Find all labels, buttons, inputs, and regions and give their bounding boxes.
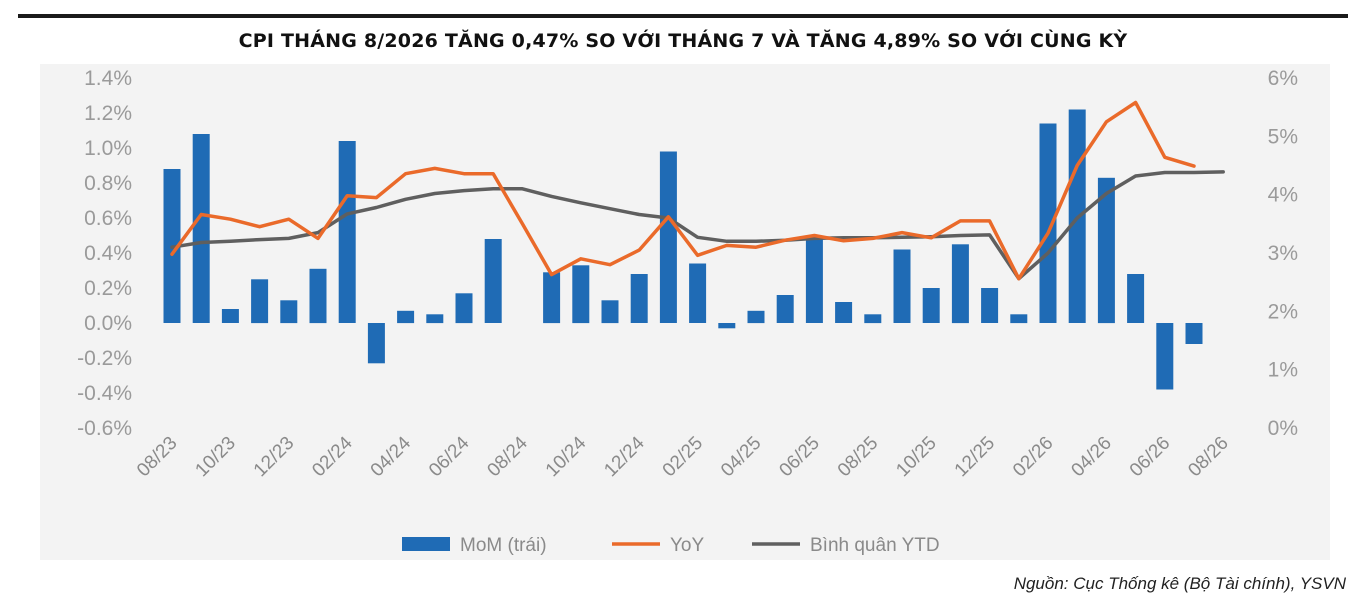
legend-swatch-mom bbox=[402, 537, 450, 551]
y-right-tick-label: 4% bbox=[1268, 184, 1298, 207]
x-tick-label: 02/25 bbox=[659, 433, 707, 481]
legend-label-yoy: YoY bbox=[670, 535, 704, 556]
mom-bar bbox=[572, 265, 590, 324]
mom-bar bbox=[484, 239, 502, 323]
y-right-tick-label: 2% bbox=[1268, 300, 1298, 323]
mom-bar bbox=[630, 274, 648, 323]
mom-bar bbox=[397, 310, 415, 324]
mom-bar bbox=[221, 309, 239, 323]
mom-bar bbox=[835, 302, 853, 323]
y-right-tick-label: 5% bbox=[1268, 125, 1298, 148]
mom-bar bbox=[805, 239, 823, 323]
x-tick-label: 04/25 bbox=[717, 433, 765, 481]
y-left-tick-label: -0.2% bbox=[77, 347, 132, 370]
mom-bar bbox=[1039, 123, 1057, 323]
mom-bar bbox=[1127, 274, 1145, 323]
mom-bar bbox=[981, 288, 999, 323]
y-right-tick-label: 6% bbox=[1268, 67, 1298, 90]
mom-bar bbox=[718, 323, 736, 329]
mom-bar bbox=[455, 293, 473, 324]
y-left-tick-label: 0.4% bbox=[84, 242, 132, 265]
mom-bar bbox=[1185, 323, 1203, 344]
chart-title: CPI THÁNG 8/2026 TĂNG 0,47% SO VỚI THÁNG… bbox=[238, 30, 1128, 52]
mom-bar bbox=[280, 300, 298, 324]
x-tick-label: 12/24 bbox=[600, 432, 649, 481]
legend-label-ytd: Bình quân YTD bbox=[810, 535, 940, 556]
mom-bar bbox=[1097, 177, 1115, 324]
mom-bar bbox=[922, 288, 940, 323]
y-left-tick-label: 0.2% bbox=[84, 277, 132, 300]
legend-label-mom: MoM (trái) bbox=[460, 535, 547, 556]
y-left-tick-label: -0.4% bbox=[77, 382, 132, 405]
mom-bar bbox=[747, 310, 765, 324]
y-right-tick-label: 1% bbox=[1268, 359, 1298, 382]
x-tick-label: 10/25 bbox=[892, 433, 940, 481]
mom-bar bbox=[192, 134, 210, 323]
y-left-tick-label: 0.8% bbox=[84, 172, 132, 195]
mom-bar bbox=[689, 263, 707, 323]
mom-bar bbox=[1156, 323, 1174, 390]
source-note: Nguồn: Cục Thống kê (Bộ Tài chính), YSVN bbox=[1013, 574, 1346, 593]
x-tick-label: 06/25 bbox=[775, 433, 823, 481]
mom-bar bbox=[543, 272, 561, 324]
x-tick-label: 04/26 bbox=[1067, 433, 1115, 481]
x-tick-label: 04/24 bbox=[367, 432, 416, 481]
y-left-tick-label: -0.6% bbox=[77, 417, 132, 440]
y-left-tick-label: 1.2% bbox=[84, 102, 132, 125]
x-tick-label: 12/25 bbox=[951, 433, 999, 481]
y-left-tick-label: 1.4% bbox=[84, 67, 132, 90]
mom-bar bbox=[338, 141, 356, 323]
y-left-tick-label: 0.6% bbox=[84, 207, 132, 230]
x-tick-label: 06/24 bbox=[425, 432, 474, 481]
mom-bar bbox=[893, 249, 911, 323]
ytd-line bbox=[170, 170, 1225, 281]
x-tick-label: 08/23 bbox=[133, 433, 181, 481]
mom-bar bbox=[309, 268, 327, 324]
mom-bar bbox=[601, 300, 619, 324]
x-tick-label: 02/24 bbox=[308, 432, 357, 481]
x-tick-label: 08/25 bbox=[834, 433, 882, 481]
yoy-line bbox=[170, 100, 1196, 281]
mom-bar bbox=[367, 323, 385, 364]
mom-bar bbox=[951, 244, 969, 324]
x-tick-label: 02/26 bbox=[1009, 433, 1057, 481]
mom-bar bbox=[659, 151, 677, 323]
x-tick-label: 06/26 bbox=[1126, 433, 1174, 481]
y-right-tick-label: 0% bbox=[1268, 417, 1298, 440]
y-right-tick-label: 3% bbox=[1268, 242, 1298, 265]
x-tick-label: 10/24 bbox=[542, 432, 591, 481]
x-tick-label: 08/26 bbox=[1184, 433, 1232, 481]
mom-bar bbox=[776, 295, 794, 323]
mom-bar bbox=[864, 314, 882, 324]
y-left-tick-label: 1.0% bbox=[84, 137, 132, 160]
mom-bar bbox=[1010, 314, 1028, 324]
x-tick-label: 12/23 bbox=[250, 433, 298, 481]
x-tick-label: 10/23 bbox=[191, 433, 239, 481]
y-left-tick-label: 0.0% bbox=[84, 312, 132, 335]
x-tick-label: 08/24 bbox=[483, 432, 532, 481]
mom-bar bbox=[251, 279, 269, 324]
top-rule bbox=[18, 14, 1348, 18]
mom-bar bbox=[426, 314, 444, 324]
